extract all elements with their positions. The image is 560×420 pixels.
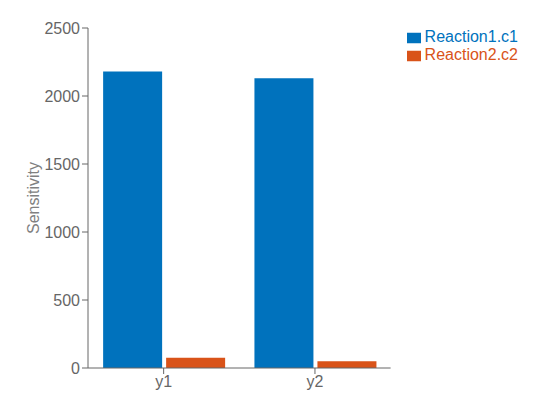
html-text:Reaction2.c2: Reaction2.c2 [424,46,518,63]
svg-text:1500: 1500 [44,156,80,173]
svg-text:0: 0 [71,360,80,377]
svg-text:y2: y2 [307,373,324,390]
svg-text:1000: 1000 [44,224,80,241]
html-text:Reaction1.c1: Reaction1.c1 [424,28,518,45]
svg-text:2000: 2000 [44,88,80,105]
svg-text:2500: 2500 [44,20,80,37]
svg-text:Sensitivity: Sensitivity [25,162,42,234]
svg-text:y1: y1 [155,373,172,390]
svg-text:500: 500 [53,292,80,309]
